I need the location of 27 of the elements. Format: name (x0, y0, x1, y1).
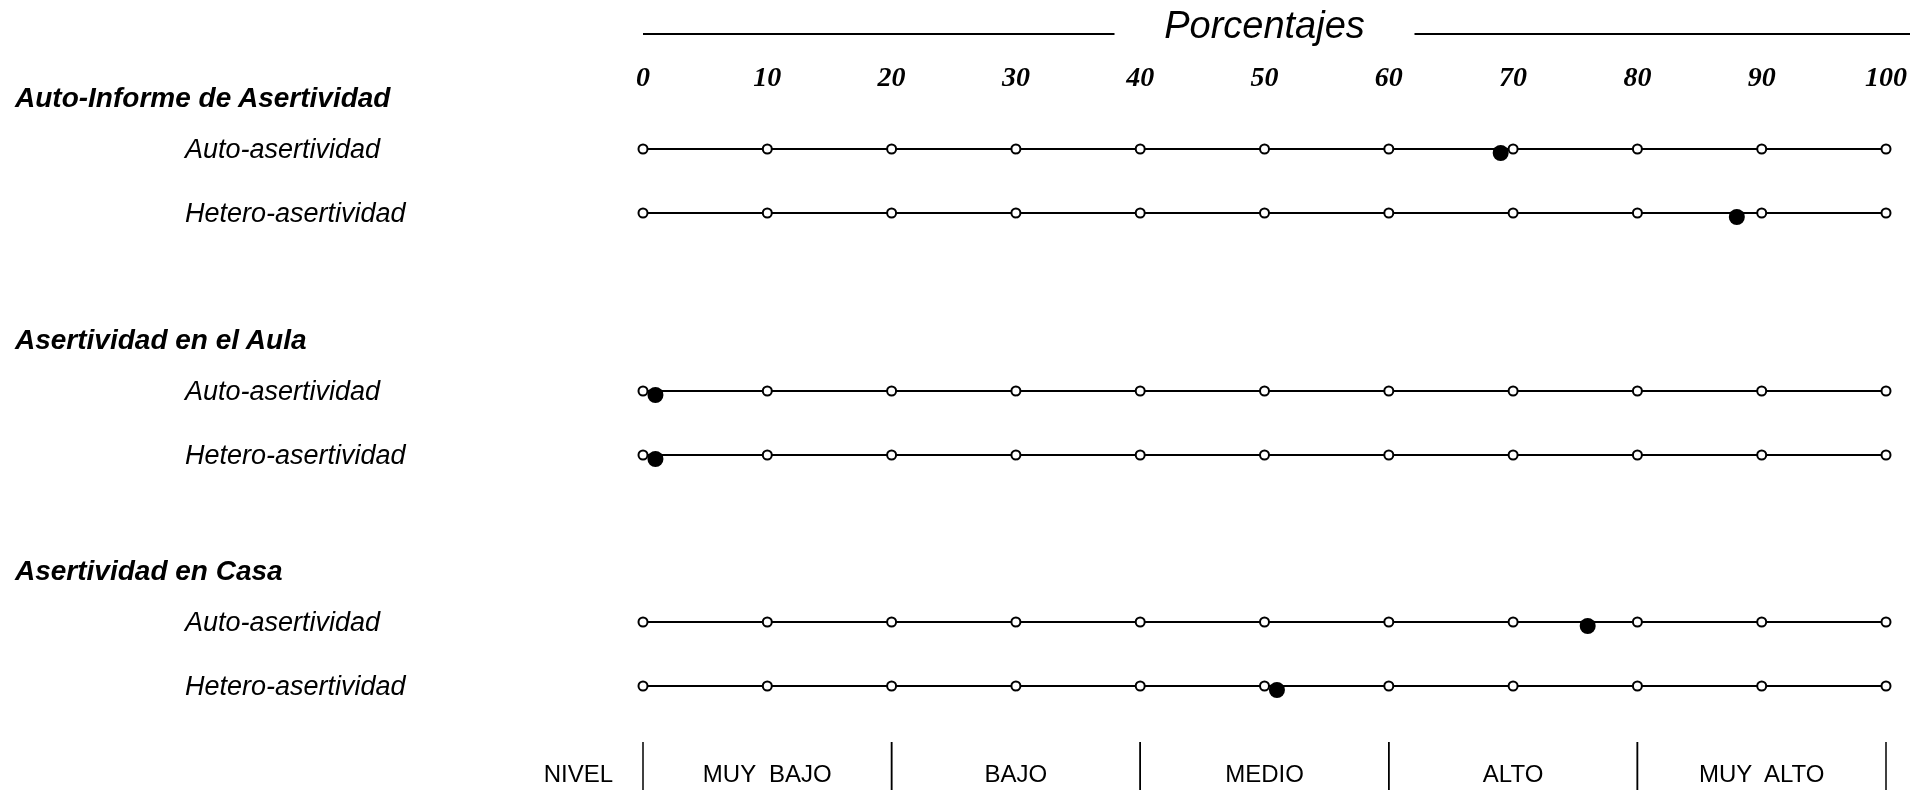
text: MUY ALTO (1699, 760, 1825, 787)
text: ALTO (1482, 760, 1544, 787)
x-tick-label: 70 (1499, 61, 1528, 92)
text: MEDIO (1225, 760, 1304, 787)
x-tick-label: 60 (1374, 61, 1403, 92)
x-tick-label: 30 (1000, 61, 1030, 92)
x-tick-label: 80 (1623, 61, 1652, 92)
text: MUY BAJO (702, 760, 832, 787)
y-tick-label: Hetero-asertividad (185, 440, 407, 470)
y-tick-label: Auto-asertividad (183, 607, 382, 637)
x-tick-label: 90 (1747, 61, 1776, 92)
y-tick-label: Hetero-asertividad (185, 671, 407, 701)
y-tick-label: Auto-asertividad (183, 134, 382, 164)
x-tick-label: 10 (753, 61, 782, 92)
x-axis-title: Porcentajes (1164, 4, 1365, 46)
y-tick-label: Hetero-asertividad (185, 198, 407, 228)
x-tick-label: 20 (876, 61, 906, 92)
x-tick-label: 0 (636, 61, 650, 92)
x-tick-label: 100 (1865, 61, 1907, 92)
text: Asertividad en el Aula (14, 324, 307, 355)
text: NIVEL (543, 760, 613, 787)
text: Auto-Informe de Asertividad (14, 82, 392, 113)
x-tick-label: 40 (1125, 61, 1155, 92)
x-tick-label: 50 (1250, 61, 1279, 92)
y-tick-label: Auto-asertividad (183, 376, 382, 406)
text: BAJO (984, 760, 1048, 787)
text: Asertividad en Casa (14, 555, 283, 586)
